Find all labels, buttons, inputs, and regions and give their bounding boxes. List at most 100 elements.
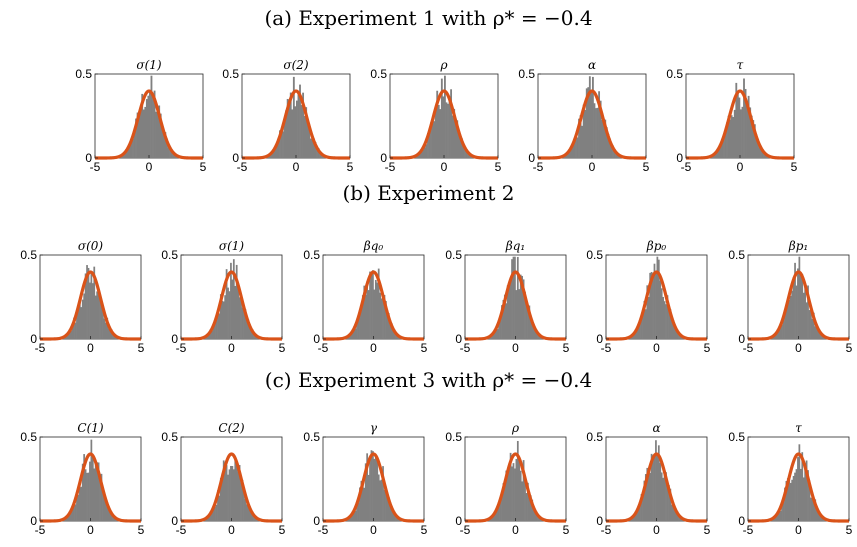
- histogram-bar: [78, 487, 81, 521]
- histogram-bar: [794, 262, 796, 339]
- histogram-bar: [390, 323, 393, 339]
- histogram-bar: [382, 466, 384, 521]
- histogram-bar: [528, 492, 531, 521]
- histogram-bar: [393, 330, 396, 339]
- histogram-bar: [643, 480, 646, 521]
- section-c-title: (c) Experiment 3 with ρ* = −0.4: [264, 368, 593, 392]
- histogram-bar: [354, 510, 357, 521]
- y-tick-label: 0.5: [666, 67, 683, 81]
- histogram-bar: [529, 495, 532, 521]
- histogram-bar: [437, 104, 440, 158]
- histogram-bar: [94, 295, 97, 339]
- x-tick-label: 5: [421, 341, 428, 355]
- y-tick-label: 0.5: [20, 430, 37, 444]
- histogram-bar: [817, 509, 819, 521]
- histogram-bar: [422, 149, 425, 158]
- histogram-bar: [254, 335, 257, 339]
- y-tick-label: 0: [380, 151, 387, 165]
- histogram-bar: [789, 482, 792, 521]
- y-tick-label: 0.5: [518, 67, 535, 81]
- histogram-bar: [672, 502, 675, 521]
- x-tick-label: -5: [318, 341, 329, 355]
- histogram-bar: [90, 272, 93, 339]
- histogram-bar: [612, 145, 614, 158]
- density-curve: [748, 452, 849, 523]
- y-tick-label: 0: [171, 514, 178, 528]
- histogram-bar: [592, 76, 594, 158]
- histogram-bar: [208, 515, 211, 521]
- y-tick-label: 0: [596, 514, 603, 528]
- histogram-bar: [231, 466, 234, 521]
- histogram-bar: [534, 512, 536, 521]
- histogram-bar: [241, 307, 244, 339]
- histogram-bar: [573, 139, 576, 158]
- histogram-bar: [245, 504, 248, 521]
- histogram-bar: [78, 303, 81, 339]
- histogram-bar: [127, 147, 130, 158]
- histogram-bar: [385, 486, 387, 521]
- histogram-panel: -5 0 500.5α: [518, 58, 649, 174]
- x-tick-label: -5: [681, 160, 692, 174]
- histogram-bar: [499, 501, 502, 521]
- density-curve: [390, 89, 498, 160]
- histogram-bar: [649, 272, 652, 339]
- histogram-bar: [73, 317, 75, 339]
- histogram-bar: [791, 290, 794, 339]
- x-tick-label: -5: [385, 160, 396, 174]
- y-tick-label: 0.5: [728, 430, 745, 444]
- histogram-bar: [808, 480, 811, 521]
- panel-title: C(2): [218, 421, 244, 435]
- density-curve: [606, 270, 707, 341]
- histogram-bar: [71, 506, 74, 521]
- histogram-bar: [364, 463, 367, 521]
- x-tick-label: 0: [795, 523, 802, 537]
- histogram-bar: [353, 326, 356, 339]
- x-tick-label: 5: [704, 523, 711, 537]
- histogram-bar: [637, 326, 640, 339]
- histogram-bar: [786, 478, 789, 521]
- histogram-bar: [794, 472, 796, 521]
- histogram-bar: [535, 331, 538, 339]
- histogram-panel: -5 0 500.5γ: [303, 421, 427, 537]
- histogram-bar: [649, 472, 652, 521]
- histogram-bar: [582, 104, 585, 158]
- histogram-bar: [396, 335, 399, 339]
- histogram-bar: [799, 272, 802, 339]
- panel-title: σ(1): [136, 58, 162, 72]
- histogram-bar: [642, 313, 644, 339]
- histogram-bar: [100, 302, 103, 339]
- histogram-bar: [70, 510, 73, 521]
- histogram-bar: [588, 76, 591, 158]
- histogram-bar: [373, 458, 376, 521]
- histogram-bar: [585, 88, 588, 158]
- histogram-bar: [172, 151, 174, 158]
- histogram-bar: [468, 154, 471, 158]
- x-tick-label: 0: [370, 523, 377, 537]
- panel-title: C(1): [77, 421, 103, 435]
- histogram-bar: [524, 481, 526, 521]
- histogram-bar: [652, 460, 654, 521]
- histogram-bar: [795, 469, 798, 521]
- histogram-bar: [247, 319, 250, 339]
- histogram-bar: [280, 131, 283, 158]
- x-tick-label: -5: [601, 341, 612, 355]
- histogram-bar: [496, 329, 499, 339]
- histogram-bar: [797, 457, 799, 521]
- histogram-bar: [460, 138, 463, 158]
- histogram-bar: [373, 289, 376, 339]
- histogram-bar: [68, 511, 71, 521]
- y-tick-label: 0.5: [445, 248, 462, 262]
- histogram-bar: [240, 482, 242, 521]
- histogram-bar: [519, 470, 522, 521]
- histogram-bar: [726, 122, 728, 158]
- histogram-bar: [74, 504, 77, 521]
- histogram-bar: [214, 319, 216, 339]
- histogram-bar: [799, 468, 802, 521]
- histogram-bar: [662, 477, 665, 521]
- histogram-bar: [389, 324, 392, 339]
- histogram-bar: [209, 511, 212, 521]
- histogram-bar: [514, 468, 516, 521]
- histogram-bar: [228, 469, 231, 521]
- histogram-bar: [636, 512, 639, 521]
- histogram-bar: [640, 318, 643, 339]
